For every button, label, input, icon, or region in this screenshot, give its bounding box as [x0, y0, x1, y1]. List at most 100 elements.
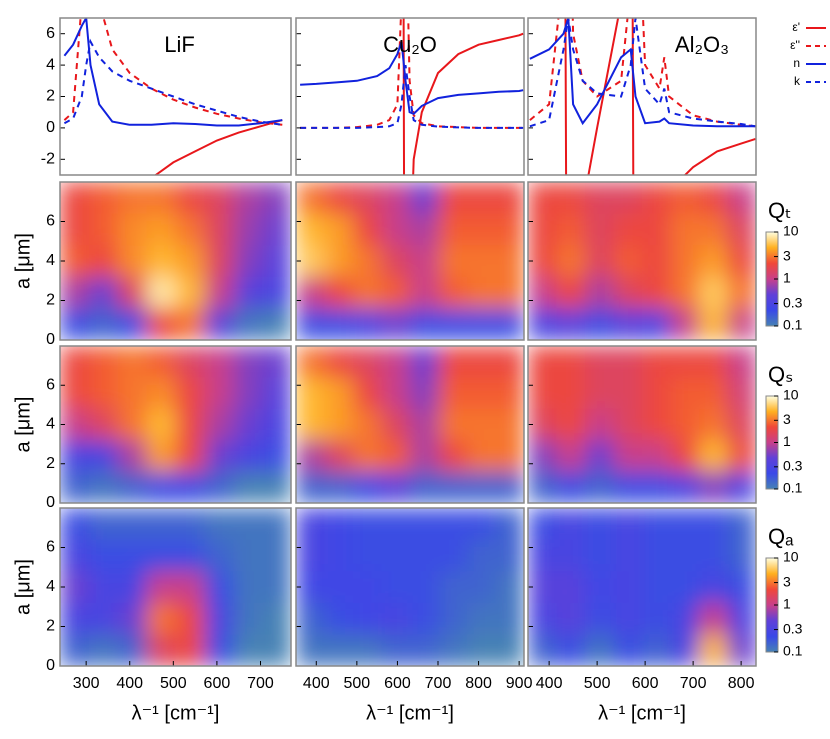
plot-area [63, 18, 283, 175]
heat-cell [262, 213, 291, 246]
panel-frame [295, 181, 525, 341]
heat-cell [528, 539, 557, 572]
heat-cell [556, 471, 586, 503]
heat-cell [438, 377, 468, 410]
heat-cell [204, 602, 234, 635]
heat-cell [146, 377, 176, 410]
heat-cell [528, 508, 557, 541]
heat-cell [381, 276, 411, 309]
heat-cell [204, 408, 234, 441]
heat-cell [204, 571, 234, 604]
heat-cell [204, 346, 234, 378]
heat-cell [353, 634, 382, 666]
x-tick-label: 500 [584, 675, 611, 692]
heat-cell [556, 571, 586, 604]
heat-cell [438, 508, 468, 541]
heat-cell [175, 571, 205, 604]
heat-cell [175, 471, 205, 503]
heat-cell [670, 508, 700, 541]
heat-cell [381, 440, 411, 473]
heat-cell [175, 377, 205, 410]
y-tick-label: -2 [41, 151, 55, 168]
heat-cell [495, 571, 524, 604]
heat-cell [495, 471, 524, 503]
heat-cell [556, 213, 586, 246]
heat-cell [410, 377, 439, 410]
panel-frame [295, 507, 525, 667]
y-axis-label: a [μm] [12, 559, 34, 615]
heat-cell [296, 346, 325, 378]
heat-cell [556, 408, 586, 441]
x-axis-label: λ⁻¹ [cm⁻¹] [598, 702, 686, 724]
heat-cell [296, 508, 325, 541]
heat-cell [146, 308, 176, 340]
heat-cell [204, 276, 234, 309]
heat-cell [727, 602, 756, 635]
heat-cell [117, 276, 148, 309]
heat-cell [699, 471, 728, 503]
heat-cell [324, 508, 354, 541]
heat-cell [296, 440, 325, 473]
heat-cell [262, 571, 291, 604]
legend-label: ε'' [790, 38, 800, 52]
heat-cell [204, 245, 234, 278]
heat-cell [495, 245, 524, 278]
heat-cell [233, 571, 263, 604]
heat-cell [613, 213, 643, 246]
heat-cell [324, 471, 354, 503]
heat-cell [353, 245, 382, 278]
panel-frame [59, 181, 292, 341]
heat-cell [146, 508, 176, 541]
heat-cell [324, 602, 354, 635]
heat-cell [642, 182, 671, 215]
colorbar-tick-label: 10 [783, 549, 799, 565]
heat-cell [585, 276, 614, 309]
heatmap [60, 182, 291, 340]
data-line [63, 18, 283, 127]
heat-cell [699, 182, 728, 215]
colorbar-tick-label: 0.1 [783, 317, 803, 333]
heat-cell [556, 182, 586, 215]
heat-cell [324, 308, 354, 340]
heat-cell [528, 276, 557, 309]
heat-cell [60, 634, 90, 666]
heat-cell [495, 602, 524, 635]
heat-cell [353, 539, 382, 572]
heat-cell [642, 471, 671, 503]
heat-cell [642, 213, 671, 246]
heat-cell [353, 508, 382, 541]
heat-cell [146, 182, 176, 215]
colorbar-tick-label: 3 [783, 247, 791, 263]
heat-cell [353, 571, 382, 604]
heat-cell [117, 571, 148, 604]
heat-cell [670, 245, 700, 278]
heat-cell [175, 308, 205, 340]
heatmap [296, 182, 524, 340]
heat-cell [642, 408, 671, 441]
heat-cell [381, 634, 411, 666]
heat-cell [324, 182, 354, 215]
heat-cell [262, 634, 291, 666]
heat-cell [296, 471, 325, 503]
heat-cell [699, 308, 728, 340]
x-tick-label: 600 [204, 675, 231, 692]
heat-cell [175, 602, 205, 635]
heat-cell [467, 634, 496, 666]
colorbar-tick-label: 1 [783, 596, 791, 612]
heat-cell [467, 213, 496, 246]
heat-cell [699, 408, 728, 441]
heat-cell [670, 634, 700, 666]
heatmap [528, 182, 756, 340]
heat-cell [233, 440, 263, 473]
x-axis-label: λ⁻¹ [cm⁻¹] [366, 702, 454, 724]
colorbar-label: Qₐ [768, 524, 794, 549]
x-tick-label: 900 [506, 675, 533, 692]
heat-cell [699, 213, 728, 246]
panel-frame [295, 17, 525, 176]
y-tick-label: 6 [46, 539, 55, 556]
heat-cell [495, 182, 524, 215]
heat-cell [727, 245, 756, 278]
heat-cell [410, 508, 439, 541]
y-tick-label: 2 [46, 88, 55, 105]
heat-cell [204, 213, 234, 246]
